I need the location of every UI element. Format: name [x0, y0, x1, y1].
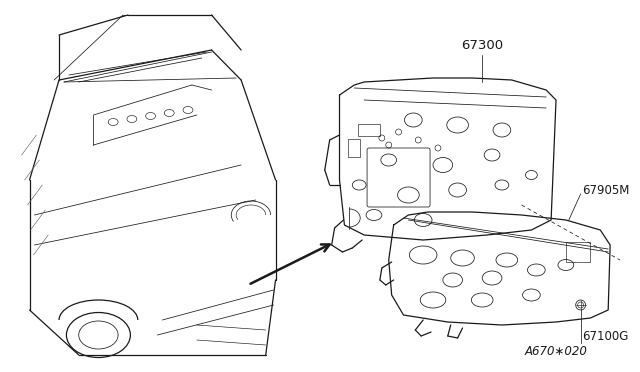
Bar: [566, 242, 591, 262]
Text: 67905M: 67905M: [582, 183, 630, 196]
Bar: [358, 124, 380, 136]
Bar: [348, 139, 360, 157]
Text: 67300: 67300: [461, 39, 503, 52]
Text: A670∗020: A670∗020: [525, 345, 588, 358]
Text: 67100G: 67100G: [582, 330, 629, 343]
